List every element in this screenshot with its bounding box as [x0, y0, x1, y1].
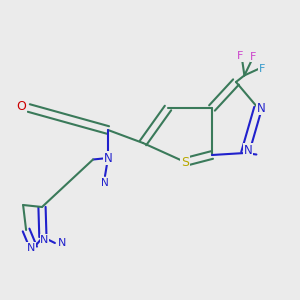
Text: F: F	[259, 64, 265, 74]
Text: S: S	[181, 155, 189, 169]
Text: N: N	[101, 178, 109, 188]
Text: N: N	[58, 238, 67, 248]
Text: O: O	[16, 100, 26, 113]
Text: N: N	[27, 243, 35, 253]
Text: F: F	[250, 52, 256, 62]
Text: N: N	[256, 101, 266, 115]
Text: N: N	[244, 143, 252, 157]
Text: N: N	[103, 152, 112, 164]
Text: N: N	[40, 235, 49, 245]
Text: F: F	[237, 52, 244, 61]
